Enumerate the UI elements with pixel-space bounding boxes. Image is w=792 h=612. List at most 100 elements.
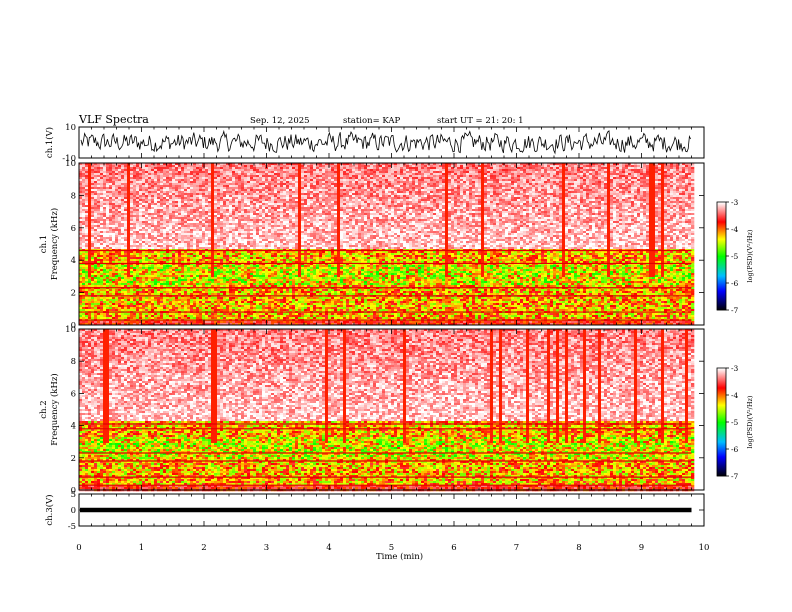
ch1-spectrogram-cell [91,195,95,198]
ch1-spectrogram-cell [148,185,152,188]
ch1-spectrogram-cell [634,187,638,190]
ch1-spectrogram-cell [427,165,431,168]
ch1-spectrogram-cell [349,187,353,190]
ch1-spectrogram-cell [136,207,140,210]
ch1-spectrogram-cell [136,195,140,198]
ch1-spectrogram-cell [526,181,530,184]
ch1-spectrogram-cell [460,165,464,168]
ch1-spectrogram-cell [292,179,296,182]
ch1-spectrogram-cell [430,207,434,210]
ch1-spectrogram-cell [505,165,509,168]
ch1-spectrogram-cell [385,193,389,196]
ch1-spectrogram-cell [103,209,107,212]
ch1-spectrogram-cell [187,175,191,178]
ch1-spectrogram-cell [154,177,158,180]
ch1-spectrogram-cell [208,189,212,192]
ch1-spectrogram-cell [271,171,275,174]
ch1-spectrogram-cell [388,199,392,202]
ch1-spectrogram-cell [442,163,446,166]
ch1-spectrogram-cell [514,193,518,196]
ch1-spectrogram-cell [124,195,128,198]
ch1-spectrogram-cell [301,165,305,168]
ch1-spectrogram-cell [544,169,548,172]
ch1-spectrogram-cell [598,197,602,200]
ch1-spectrogram-cell [511,195,515,198]
ch1-spectrogram-cell [478,175,482,178]
ch1-spectrogram-cell [214,171,218,174]
ch1-spectrogram-cell [409,173,413,176]
ch1-spectrogram-cell [139,195,143,198]
ch1-spectrogram-cell [610,205,614,208]
ch1-spectrogram-cell [634,171,638,174]
ch1-spectrogram-cell [490,195,494,198]
ch1-spectrogram-cell [658,195,662,198]
ch1-spectrogram-cell [340,203,344,206]
ch1-spectrogram-cell [274,189,278,192]
ch1-spectrogram-cell [214,167,218,170]
ch1-spectrogram-cell [325,193,329,196]
ch1-spectrogram-cell [496,195,500,198]
ch1-spectrogram-cell [472,205,476,208]
ch1-spectrogram-cell [631,193,635,196]
ch1-spectrogram-cell [370,185,374,188]
ch1-spectrogram-cell [580,167,584,170]
ch1-spectrogram-cell [637,197,641,200]
ch1-spectrogram-cell [664,203,668,206]
ch1-spectrogram-cell [547,167,551,170]
ch1-spectrogram-cell [235,205,239,208]
ch1-spectrogram-cell [376,179,380,182]
ch1-spectrogram-cell [556,165,560,168]
ch1-spectrogram-cell [649,195,653,198]
ch1-spectrogram-cell [274,165,278,168]
ch1-spectrogram-cell [535,197,539,200]
ch1-spectrogram-cell [448,163,452,166]
ch1-spectrogram-cell [241,179,245,182]
ch1-spectrogram-cell [439,191,443,194]
ch1-spectrogram-cell [388,207,392,210]
ch1-spectrogram-cell [97,163,101,166]
ch1-spectrogram-cell [484,187,488,190]
ch1-spectrogram-cell [124,199,128,202]
ch1-spectrogram-cell [397,171,401,174]
ch1-spectrogram-cell [550,207,554,210]
ch1-spectrogram-cell [607,163,611,166]
ch1-spectrogram-cell [121,185,125,188]
ch1-spectrogram-cell [370,183,374,186]
ch1-spectrogram-cell [217,171,221,174]
ch1-spectrogram-cell [199,195,203,198]
ch1-spectrogram-cell [643,167,647,170]
ch1-spectrogram-cell [493,193,497,196]
ch1-spectrogram-cell [136,199,140,202]
ch1-spectrogram-cell [79,207,83,210]
ch1-spectrogram-cell [658,181,662,184]
ch1-spectrogram-cell [211,171,215,174]
ch1-spectrogram-cell [568,187,572,190]
ch1-spectrogram-cell [313,165,317,168]
ch1-spectrogram-cell [367,179,371,182]
ch1-spectrogram-cell [322,177,326,180]
ch1-spectrogram-cell [379,197,383,200]
ch1-spectrogram-cell [601,199,605,202]
ch1-spectrogram-cell [541,201,545,204]
ch1-spectrogram-cell [670,203,674,206]
ch1-spectrogram-cell [436,191,440,194]
ch1-spectrogram-cell [196,175,200,178]
ch1-spectrogram-cell [475,169,479,172]
ch1-spectrogram-cell [241,181,245,184]
ch1-spectrogram-cell [412,175,416,178]
ch1-spectrogram-cell [571,171,575,174]
ch1-spectrogram-cell [334,203,338,206]
ch1-spectrogram-cell [406,193,410,196]
ch1-spectrogram-cell [295,209,299,212]
ch1-spectrogram-cell [604,185,608,188]
ch1-spectrogram-cell [508,181,512,184]
ch1-spectrogram-cell [652,177,656,180]
ch1-spectrogram-cell [247,169,251,172]
ch1-spectrogram-cell [628,173,632,176]
ch1-spectrogram-cell [106,209,110,212]
ch1-spectrogram-cell [559,191,563,194]
ch1-spectrogram-cell [235,197,239,200]
ch1-spectrogram-cell [181,205,185,208]
ch1-spectrogram-cell [127,197,131,200]
ch1-spectrogram-cell [373,177,377,180]
